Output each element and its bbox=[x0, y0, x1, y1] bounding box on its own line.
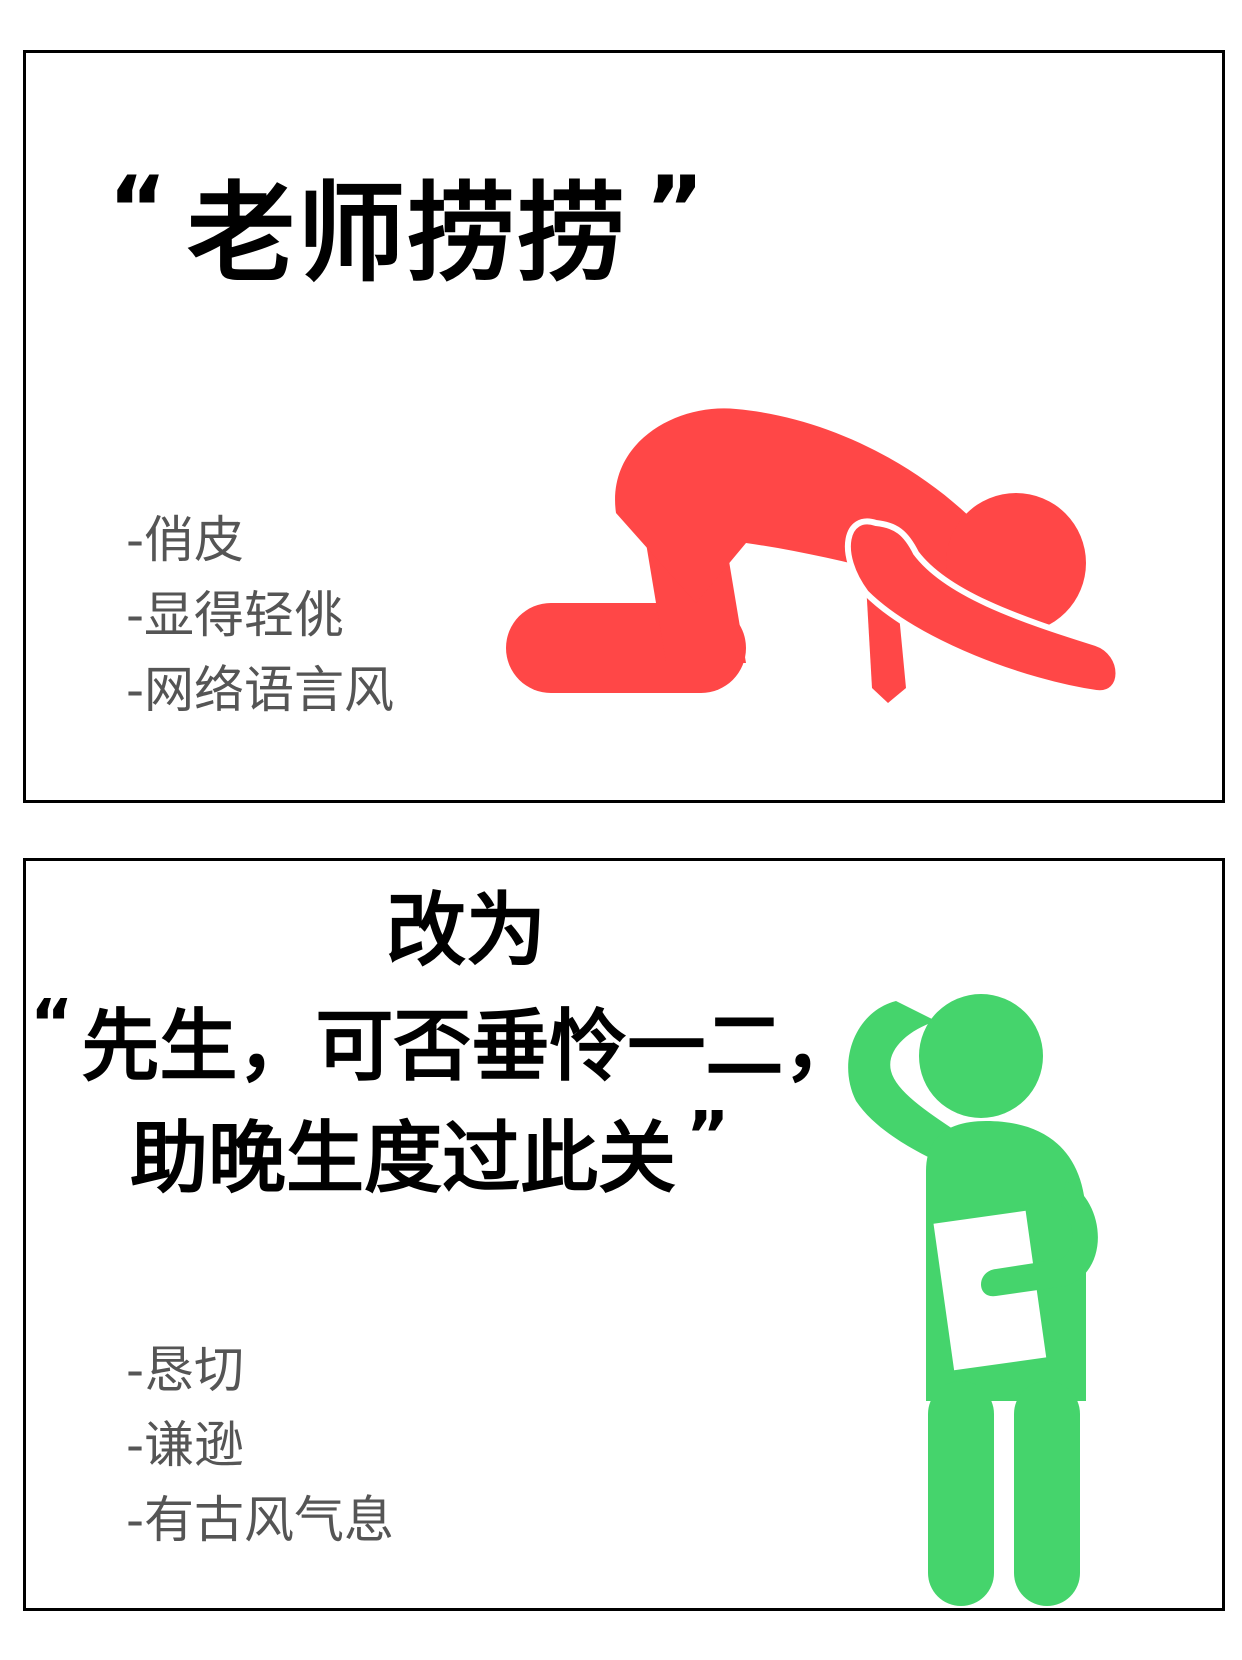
note-item: -网络语言风 bbox=[126, 661, 395, 719]
close-quote-mark: ” bbox=[645, 157, 707, 262]
panel-formal-phrase: 改为 “先生，可否垂怜一二， 助晚生度过此关” -恳切 -谦逊 -有古风气息 bbox=[23, 858, 1225, 1611]
formal-phrase-notes: -恳切 -谦逊 -有古风气息 bbox=[126, 1333, 394, 1558]
note-item: -俏皮 bbox=[126, 511, 245, 569]
casual-phrase-notes: -俏皮 -显得轻佻 -网络语言风 bbox=[126, 503, 394, 728]
note-item: -恳切 bbox=[126, 1341, 245, 1399]
note-item: -显得轻佻 bbox=[126, 586, 345, 644]
note-item: -有古风气息 bbox=[126, 1491, 395, 1549]
close-quote-mark: ” bbox=[686, 1097, 730, 1174]
open-quote-mark: “ bbox=[108, 157, 170, 262]
casual-phrase-title: “老师捞捞” bbox=[108, 165, 706, 305]
formal-phrase-line-1: “先生，可否垂怜一二， bbox=[30, 991, 930, 1103]
open-quote-mark: “ bbox=[30, 985, 74, 1062]
thinking-person-icon bbox=[848, 994, 1098, 1606]
panel-casual-phrase: “老师捞捞” -俏皮 -显得轻佻 -网络语言风 bbox=[23, 50, 1225, 803]
formal-phrase-line-2: 助晚生度过此关” bbox=[30, 1103, 930, 1215]
formal-phrase-line-2-text: 助晚生度过此关 bbox=[130, 1114, 677, 1204]
note-item: -谦逊 bbox=[126, 1416, 245, 1474]
casual-phrase-text: 老师捞捞 bbox=[187, 172, 628, 297]
change-label: 改为 bbox=[386, 884, 546, 977]
bowing-person-icon bbox=[506, 408, 1116, 703]
formal-phrase-title: “先生，可否垂怜一二， 助晚生度过此关” bbox=[30, 991, 930, 1215]
formal-phrase-line-1-text: 先生，可否垂怜一二， bbox=[81, 1002, 862, 1092]
